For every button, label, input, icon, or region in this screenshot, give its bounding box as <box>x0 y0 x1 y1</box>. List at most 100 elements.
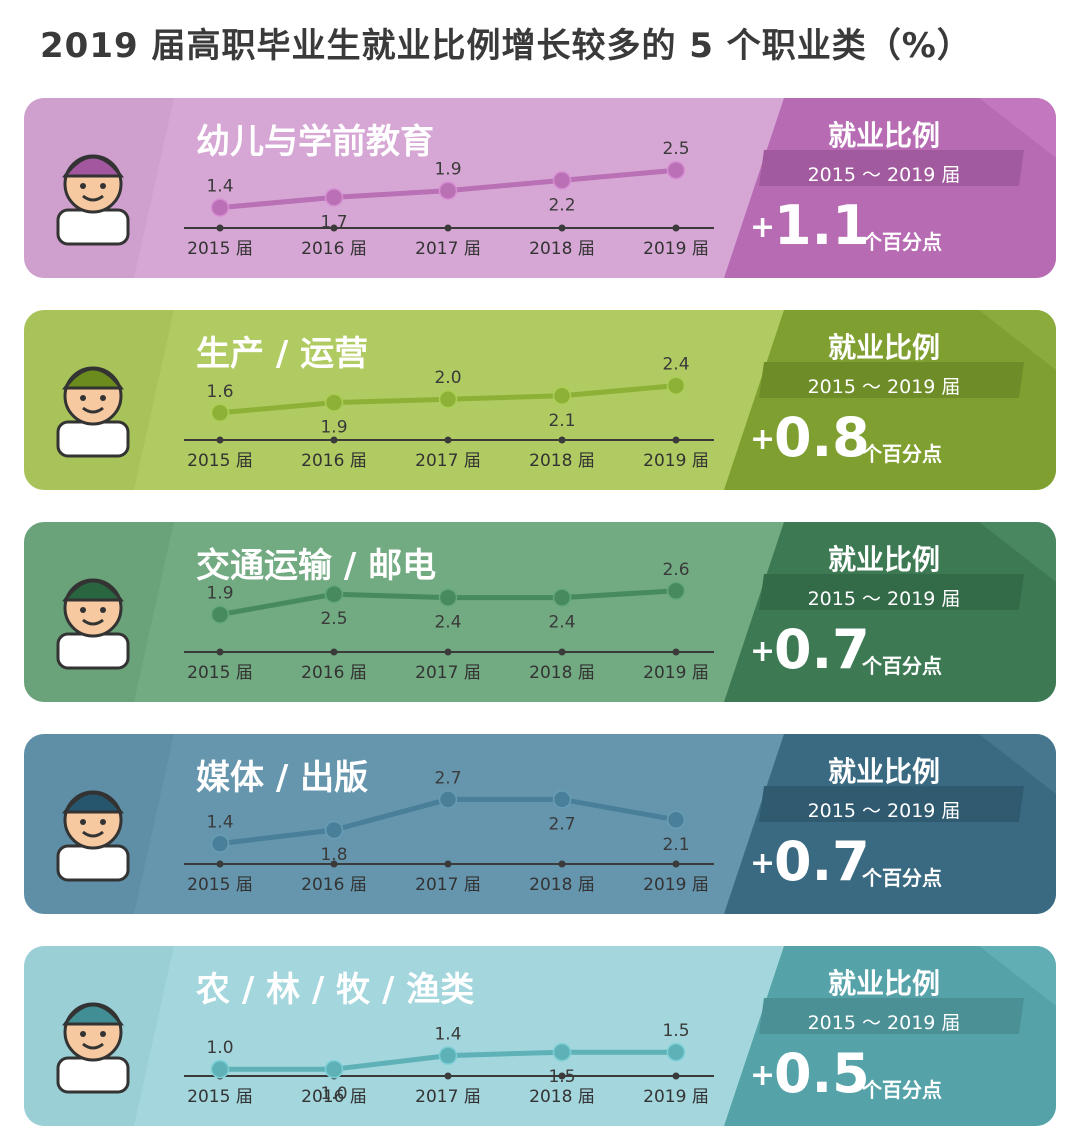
stat-plus-sign: + <box>750 846 776 881</box>
x-tick-dot <box>444 860 452 868</box>
x-tick-label: 2016 届 <box>301 1087 367 1107</box>
avatar-smile <box>82 830 104 838</box>
x-tick-label: 2018 届 <box>529 663 595 683</box>
data-point <box>552 171 572 190</box>
card-title: 媒体 / 出版 <box>196 758 369 798</box>
x-tick-label: 2016 届 <box>301 239 367 259</box>
data-point <box>210 403 230 423</box>
data-label: 2.0 <box>434 368 461 388</box>
data-point <box>324 584 344 604</box>
data-label: 2.1 <box>548 411 575 431</box>
x-tick-dot <box>672 648 680 656</box>
data-label: 2.5 <box>320 609 347 629</box>
data-point <box>666 376 686 395</box>
data-label: 1.9 <box>206 584 233 604</box>
data-point <box>666 1042 686 1062</box>
x-tick-label: 2019 届 <box>643 875 709 895</box>
x-tick-dot <box>330 436 338 444</box>
worker-avatar-icon <box>56 578 130 670</box>
line-plot: 2015 届 2016 届 2017 届 2018 届 2019 届 1.0 1.0 1.4 1… <box>184 1021 714 1107</box>
data-label: 1.0 <box>320 1084 347 1104</box>
stat-delta-value: 0.7 <box>774 830 870 893</box>
x-tick-label: 2015 届 <box>187 1087 253 1107</box>
data-label: 1.7 <box>320 212 347 232</box>
stat-panel-title: 就业比例 <box>827 755 940 788</box>
data-label: 1.0 <box>206 1038 233 1058</box>
x-tick-dot <box>672 224 680 232</box>
avatar-hat <box>62 155 124 178</box>
stat-panel-bg <box>724 98 1056 278</box>
x-tick-dot <box>444 436 452 444</box>
data-point <box>666 810 686 830</box>
data-point <box>210 1059 230 1079</box>
stat-delta-value: 1.1 <box>774 194 870 257</box>
avatar-hat <box>62 579 124 602</box>
card-title: 幼儿与学前教育 <box>196 122 434 162</box>
stat-delta-value: 0.8 <box>774 406 870 469</box>
line-plot: 2015 届 2016 届 2017 届 2018 届 2019 届 1.9 2.5 2.4 2… <box>184 560 714 683</box>
avatar-smile <box>82 194 104 202</box>
line-plot: 2015 届 2016 届 2017 届 2018 届 2019 届 1.6 1.9 2.0 2… <box>184 355 714 471</box>
avatar-eye-left <box>80 183 86 189</box>
x-tick-dot <box>216 860 224 868</box>
data-point <box>666 160 686 180</box>
worker-avatar-icon <box>56 1002 130 1094</box>
x-tick-label: 2017 届 <box>415 239 481 259</box>
stat-panel-bg <box>724 946 1056 1126</box>
data-label: 2.7 <box>434 768 461 788</box>
x-tick-dot <box>558 1072 566 1080</box>
x-tick-dot <box>330 860 338 868</box>
data-point <box>324 188 344 207</box>
data-label: 1.9 <box>434 160 461 180</box>
stat-panel-range: 2015 ～ 2019 届 <box>807 164 961 186</box>
avatar-eye-right <box>100 183 106 189</box>
data-label: 2.5 <box>662 139 689 159</box>
avatar-smile <box>82 1042 104 1050</box>
stat-plus-sign: + <box>750 1058 776 1093</box>
avatar-eye-left <box>80 395 86 401</box>
data-label: 2.4 <box>548 613 575 633</box>
card-title: 生产 / 运营 <box>196 334 369 374</box>
line-plot: 2015 届 2016 届 2017 届 2018 届 2019 届 1.4 1.8 2.7 2… <box>184 768 714 895</box>
data-point <box>438 790 458 809</box>
worker-avatar-icon <box>56 154 130 246</box>
x-tick-label: 2019 届 <box>643 451 709 471</box>
x-tick-dot <box>558 224 566 232</box>
x-tick-label: 2017 届 <box>415 875 481 895</box>
x-tick-dot <box>558 648 566 656</box>
data-label: 2.4 <box>434 613 461 633</box>
avatar-eye-left <box>80 1031 86 1037</box>
x-tick-dot <box>216 224 224 232</box>
x-tick-dot <box>672 436 680 444</box>
stat-delta-value: 0.7 <box>774 618 870 681</box>
x-tick-label: 2016 届 <box>301 663 367 683</box>
stat-unit-label: 个百分点 <box>862 654 942 678</box>
card-background <box>134 734 1056 914</box>
x-tick-label: 2019 届 <box>643 239 709 259</box>
stat-plus-sign: + <box>750 634 776 669</box>
x-tick-label: 2019 届 <box>643 1087 709 1107</box>
stat-panel-bg <box>724 734 1056 914</box>
data-point <box>438 1046 458 1065</box>
avatar-eye-right <box>100 819 106 825</box>
avatar-eye-left <box>80 819 86 825</box>
stat-unit-label: 个百分点 <box>862 1078 942 1102</box>
stat-panel-band <box>759 574 1024 610</box>
x-tick-dot <box>216 648 224 656</box>
avatar-eye-right <box>100 395 106 401</box>
plot-zone <box>134 734 794 914</box>
x-tick-dot <box>444 648 452 656</box>
x-tick-dot <box>672 1072 680 1080</box>
stat-delta-value: 0.5 <box>774 1042 870 1105</box>
data-point <box>438 389 458 409</box>
x-tick-dot <box>558 860 566 868</box>
chart-card-1: 幼儿与学前教育 2015 届 2016 届 2017 届 2018 届 2019 届 1.4… <box>24 98 1056 278</box>
data-label: 1.5 <box>662 1021 689 1041</box>
data-point <box>210 605 230 624</box>
data-label: 1.8 <box>320 845 347 865</box>
x-tick-label: 2015 届 <box>187 875 253 895</box>
chart-card-4: 媒体 / 出版 2015 届 2016 届 2017 届 2018 届 2019 届 1.4… <box>24 734 1056 914</box>
avatar-hat <box>62 791 124 814</box>
chart-card-3: 交通运输 / 邮电 2015 届 2016 届 2017 届 2018 届 2019 届 1… <box>24 522 1056 702</box>
panel-ribbon-fold <box>979 946 1056 1006</box>
